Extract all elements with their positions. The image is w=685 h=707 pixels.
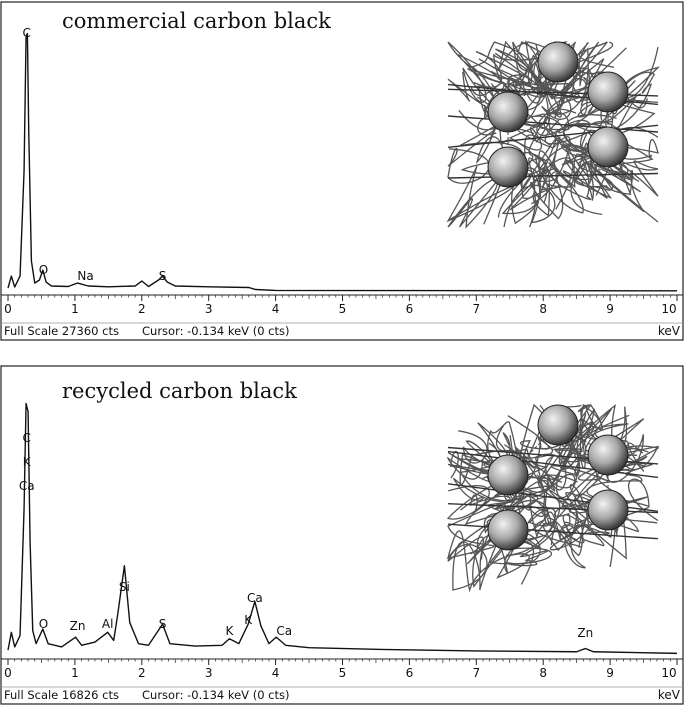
x-tick-label: 0	[4, 666, 12, 680]
x-tick-label: 3	[205, 666, 213, 680]
polymer-chain	[447, 172, 659, 179]
polymer-chain	[539, 111, 593, 195]
x-tick-label: 3	[205, 302, 213, 316]
polymer-chain	[447, 450, 659, 479]
x-tick-label: 6	[406, 302, 414, 316]
filler-particle	[537, 41, 579, 83]
x-tick-label: 2	[138, 302, 146, 316]
x-tick-label: 9	[606, 302, 614, 316]
polymer-chain	[562, 142, 613, 216]
x-tick-label: 8	[539, 302, 547, 316]
filler-network-illustration	[446, 39, 661, 229]
polymer-chain	[467, 48, 542, 121]
polymer-chain	[446, 165, 514, 229]
filler-network-illustration	[446, 403, 660, 593]
filler-particle	[487, 146, 529, 188]
peak-label: Ca	[247, 591, 263, 605]
status-cursor: Cursor: -0.134 keV (0 cts)	[142, 324, 289, 338]
polymer-chain	[446, 477, 511, 520]
peak-label: Na	[77, 269, 93, 283]
polymer-chain	[528, 84, 597, 136]
peak-label: S	[159, 617, 167, 631]
polymer-chain	[536, 413, 620, 492]
polymer-chain	[446, 440, 501, 483]
peak-label: Zn	[577, 626, 593, 640]
filler-particle	[587, 489, 629, 531]
x-tick-label: 8	[539, 666, 547, 680]
panel-recycled: recycled carbon black 0 1 2 3 4 5 6 7 8 9 10 C K Ca O Zn…	[0, 364, 685, 707]
filler-particle	[537, 404, 579, 446]
polymer-chain	[447, 124, 659, 148]
peak-label: K	[244, 613, 253, 627]
spectrum-series-line	[7, 32, 678, 292]
filler-particle	[487, 509, 529, 551]
polymer-chain	[528, 150, 591, 228]
status-full-scale: Full Scale 16826 cts	[4, 688, 119, 702]
plot-frame	[0, 1, 684, 341]
chart-title: recycled carbon black	[62, 379, 297, 403]
x-axis-unit-label: keV	[658, 688, 681, 702]
filler-particle	[587, 434, 629, 476]
x-tick-label: 10	[661, 302, 676, 316]
peak-label: O	[39, 263, 48, 277]
x-tick-label: 4	[272, 302, 280, 316]
polymer-chain	[447, 523, 659, 540]
polymer-chain	[553, 403, 603, 465]
peak-label: Si	[119, 580, 130, 594]
plot-frame	[0, 365, 684, 705]
peak-label: Ca	[19, 479, 35, 493]
peak-label: C	[23, 26, 31, 40]
peak-label: Ca	[276, 624, 292, 638]
filler-particle	[587, 126, 629, 168]
polymer-chain	[550, 444, 644, 499]
polymer-chain	[492, 39, 553, 100]
status-full-scale: Full Scale 27360 cts	[4, 324, 119, 338]
peak-label: C	[23, 431, 31, 445]
x-tick-label: 6	[406, 666, 414, 680]
x-tick-label: 2	[138, 666, 146, 680]
polymer-chain	[447, 517, 519, 591]
peak-label: K	[23, 455, 32, 469]
x-tick-label: 4	[272, 666, 280, 680]
chart-title: commercial carbon black	[62, 9, 331, 33]
x-axis-unit-label: keV	[658, 324, 681, 338]
x-tick-label: 7	[472, 666, 480, 680]
x-tick-label: 9	[606, 666, 614, 680]
polymer-chain	[512, 45, 587, 120]
filler-particle	[587, 71, 629, 113]
x-tick-label: 5	[339, 302, 347, 316]
x-tick-label: 1	[71, 302, 79, 316]
polymer-chain	[558, 429, 613, 508]
filler-particle	[487, 454, 529, 496]
panel-commercial: commercial carbon black 0 1 2 3 4 5 6 7 8 9 10 C O Na S…	[0, 0, 685, 343]
x-tick-label: 10	[661, 666, 676, 680]
peak-label: K	[226, 624, 235, 638]
spectrum-chart-commercial: commercial carbon black 0 1 2 3 4 5 6 7 8 9 10 C O Na S…	[0, 1, 684, 341]
spectrum-series-line	[7, 402, 678, 655]
peak-label: Al	[102, 617, 114, 631]
polymer-chain	[495, 425, 550, 546]
filler-particle	[487, 91, 529, 133]
x-tick-label: 5	[339, 666, 347, 680]
polymer-chain	[503, 157, 574, 228]
x-tick-label: 7	[472, 302, 480, 316]
peak-label: Zn	[70, 619, 86, 633]
peak-label: S	[159, 269, 167, 283]
status-cursor: Cursor: -0.134 keV (0 cts)	[142, 688, 289, 702]
x-tick-label: 1	[71, 666, 79, 680]
polymer-chain	[580, 142, 659, 223]
peak-label: O	[39, 617, 48, 631]
x-tick-label: 0	[4, 302, 12, 316]
